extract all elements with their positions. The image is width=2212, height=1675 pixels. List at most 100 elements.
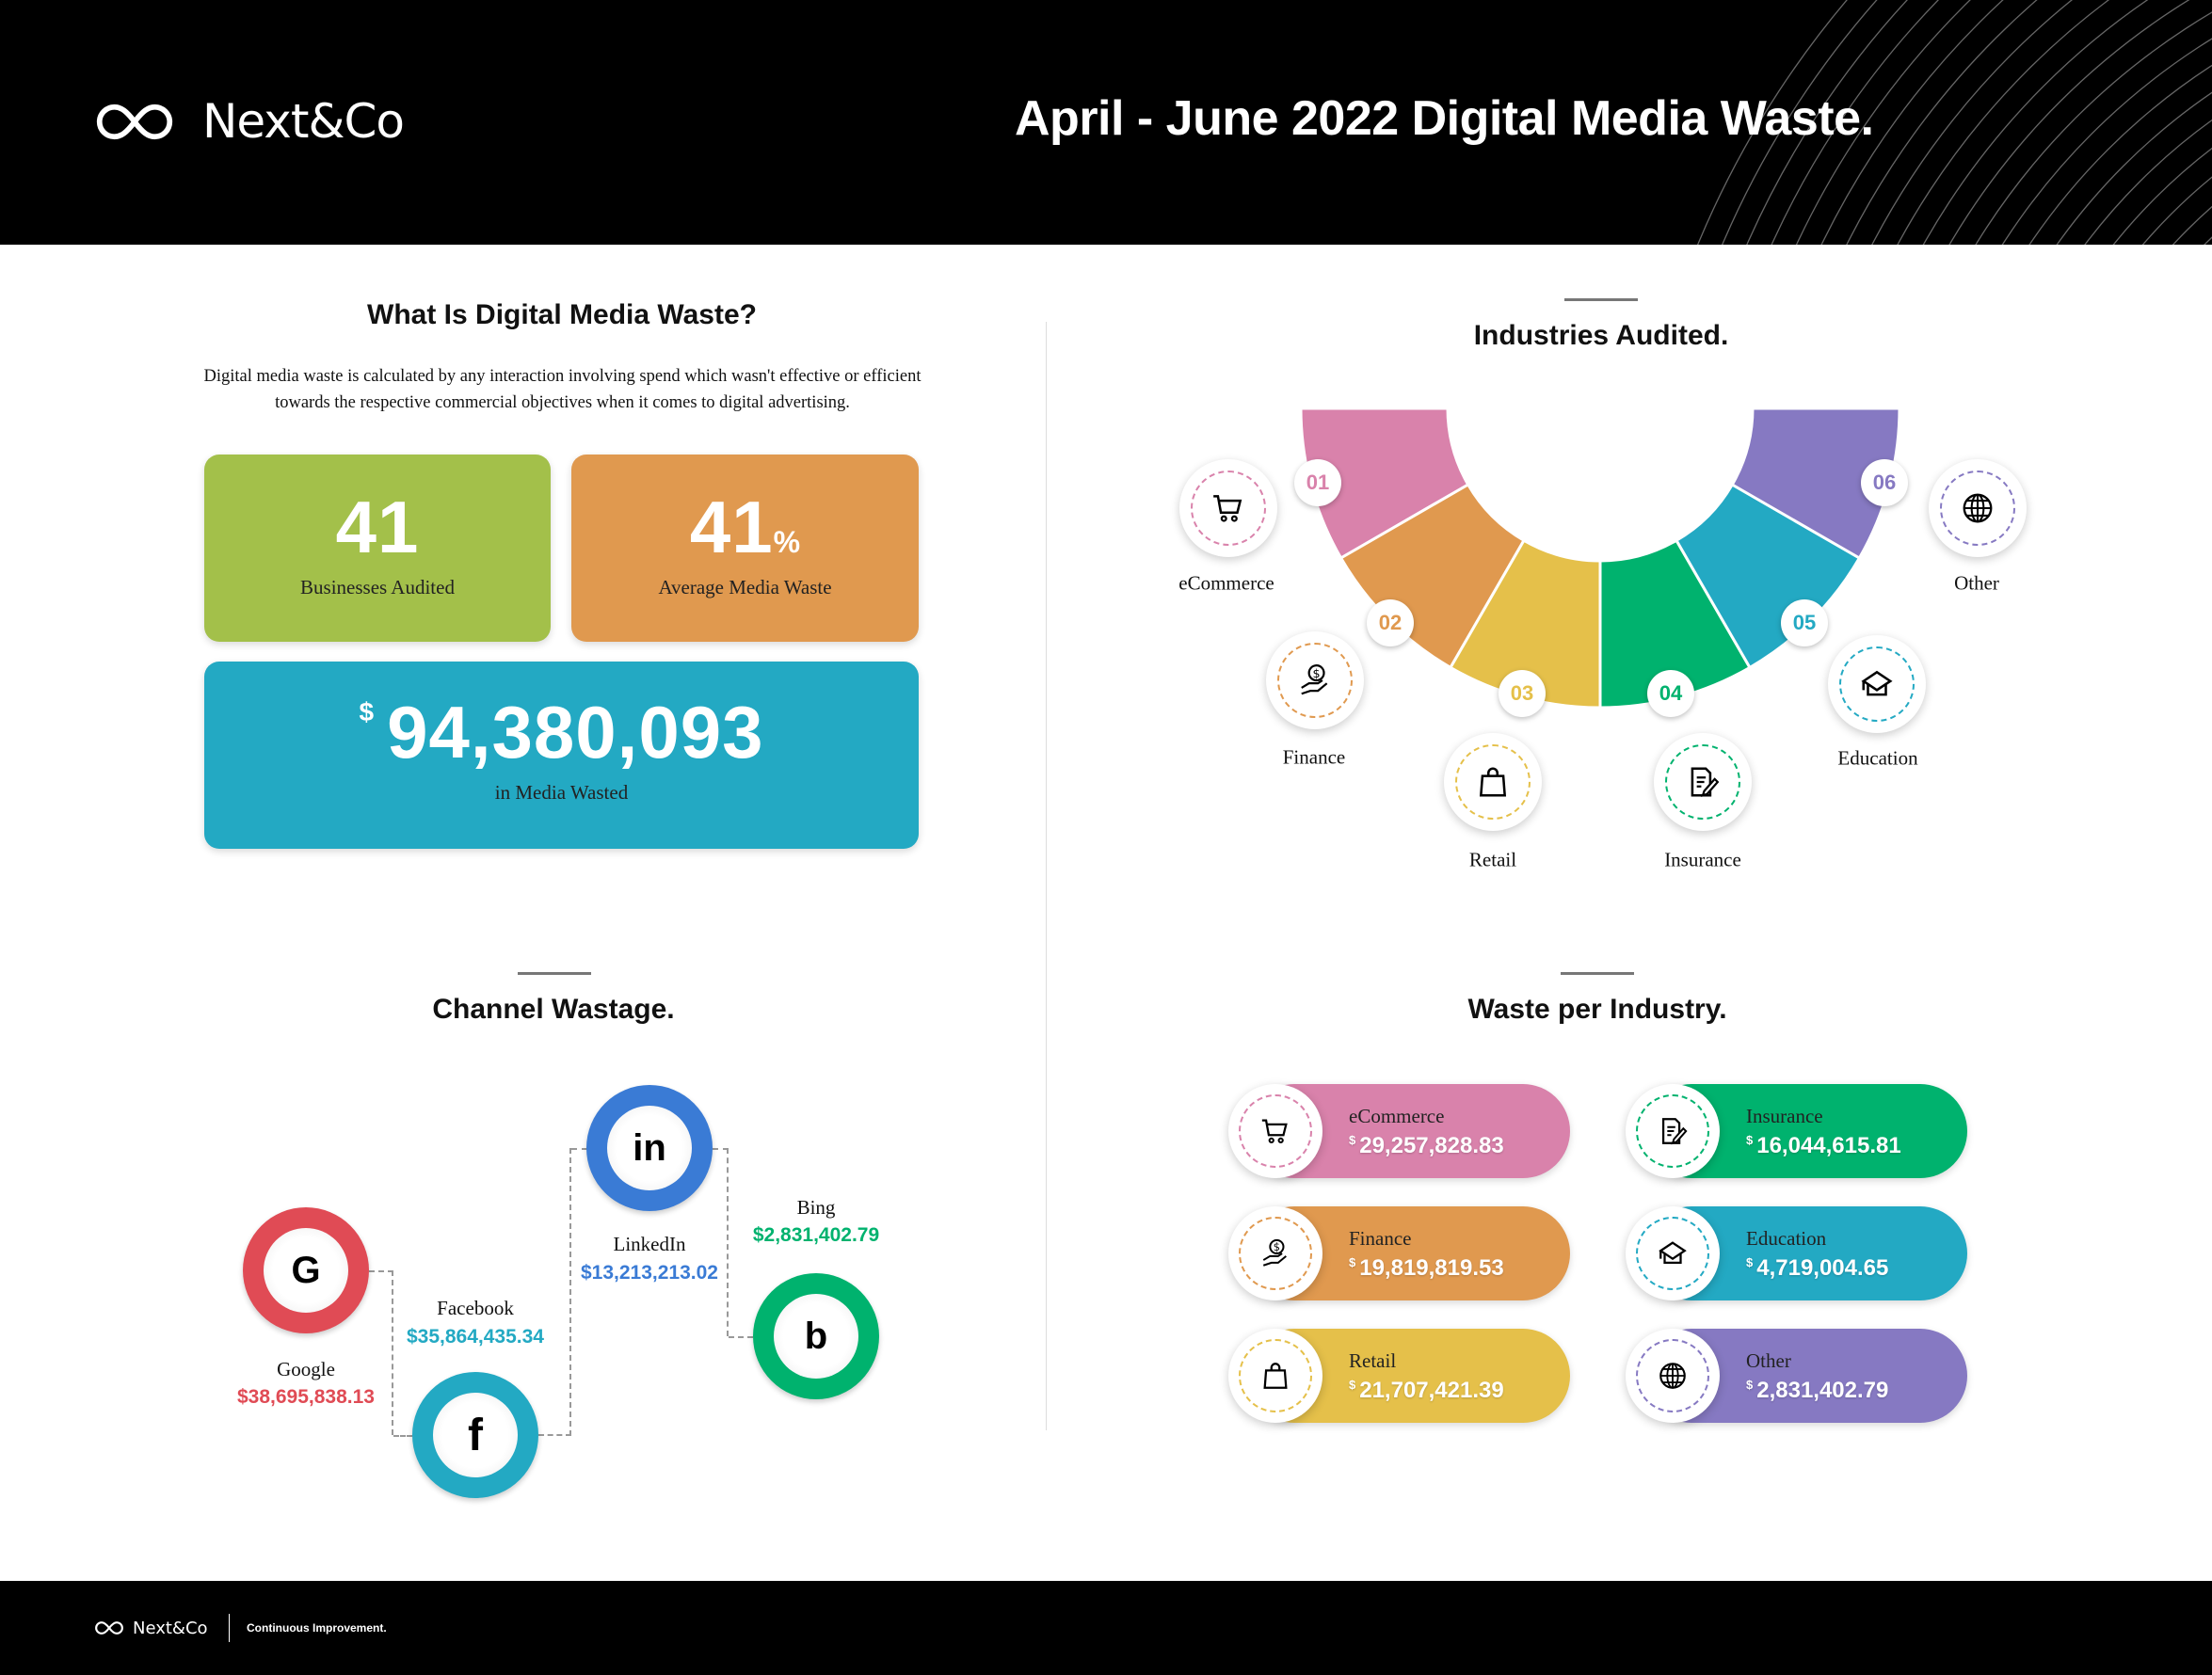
industry-number-badge: 01 — [1294, 459, 1341, 506]
bag-icon — [1259, 1360, 1291, 1392]
industry-label: Other — [1954, 571, 1999, 595]
footer-logo-icon — [94, 1620, 124, 1635]
stat-card-businesses: 41 Businesses Audited — [204, 455, 551, 642]
waste-amount: 4,719,004.65 — [1756, 1255, 1889, 1281]
industry-number-badge: 02 — [1367, 599, 1414, 646]
waste-amount: 29,257,828.83 — [1359, 1133, 1504, 1158]
waste-industry-name: Other — [1746, 1349, 1791, 1372]
dashed-ring — [1239, 1094, 1312, 1168]
channel-name: Bing — [796, 1196, 836, 1219]
channel-name: Facebook — [437, 1297, 514, 1319]
stat-unit: % — [773, 525, 801, 559]
channel-facebook-ring: f — [412, 1372, 538, 1498]
footer-divider — [229, 1614, 230, 1642]
waste-industry-name: Insurance — [1746, 1105, 1823, 1127]
dashed-ring — [1191, 471, 1266, 546]
globe-icon — [1657, 1360, 1689, 1392]
footer-tagline: Continuous Improvement. — [247, 1621, 387, 1635]
industry-icon-circle — [1179, 459, 1277, 557]
connector-line — [369, 1270, 393, 1435]
google-icon: G — [264, 1228, 348, 1313]
facebook-icon: f — [433, 1393, 518, 1477]
industry-icon-circle — [1929, 459, 2027, 557]
footer: Next&Co Continuous Improvement. — [0, 1581, 2212, 1675]
waste-value: $4,719,004.65 — [1746, 1255, 1888, 1282]
waste-icon-circle — [1626, 1329, 1720, 1423]
stat-label: Businesses Audited — [300, 576, 455, 598]
stat-label: in Media Wasted — [494, 781, 629, 804]
column-divider — [1046, 322, 1047, 1430]
channel-value: $2,831,402.79 — [752, 1224, 880, 1246]
section-rule — [518, 972, 591, 975]
dashed-ring — [1636, 1094, 1709, 1168]
waste-value: $16,044,615.81 — [1746, 1133, 1901, 1159]
dashed-ring — [1636, 1339, 1709, 1412]
stat-card-average-waste: 41% Average Media Waste — [571, 455, 919, 642]
waste-industry-name: eCommerce — [1349, 1105, 1445, 1127]
waste-industry-name: Finance — [1349, 1227, 1412, 1250]
industry-icon-circle — [1266, 631, 1364, 729]
channel-name: Google — [277, 1358, 335, 1380]
waste-amount: 19,819,819.53 — [1359, 1255, 1504, 1281]
currency-symbol: $ — [1746, 1378, 1754, 1392]
dashed-ring — [1839, 646, 1915, 722]
currency-symbol: $ — [359, 697, 375, 726]
globe-icon — [1960, 490, 1996, 526]
industry-label: Education — [1837, 746, 1918, 770]
waste-amount: 2,831,402.79 — [1756, 1378, 1889, 1403]
waste-amount: 16,044,615.81 — [1756, 1133, 1901, 1158]
dashed-ring — [1277, 643, 1353, 718]
intro-text: Digital media waste is calculated by any… — [203, 367, 922, 412]
channel-linkedin-ring: in — [586, 1085, 713, 1211]
industries-title: Industries Audited. — [1473, 320, 1729, 351]
dashed-ring — [1239, 1339, 1312, 1412]
waste-icon-circle — [1228, 1084, 1322, 1178]
channel-bing-ring: b — [753, 1273, 879, 1399]
waste-amount: 21,707,421.39 — [1359, 1378, 1504, 1403]
dashed-ring — [1665, 744, 1740, 820]
dashed-ring — [1455, 744, 1531, 820]
stat-value: 41 — [689, 486, 774, 568]
waste-value: $21,707,421.39 — [1349, 1378, 1504, 1404]
ring-segment-other — [1730, 407, 1901, 561]
waste-value: $2,831,402.79 — [1746, 1378, 1888, 1404]
stat-card-media-wasted: $94,380,093 in Media Wasted — [204, 662, 919, 849]
brand-name: Next&Co — [202, 94, 405, 149]
waste-icon-circle — [1228, 1206, 1322, 1300]
stat-label: Average Media Waste — [658, 576, 832, 598]
industry-number-badge: 04 — [1647, 670, 1694, 717]
industry-label: Finance — [1282, 745, 1346, 769]
waste-value: $29,257,828.83 — [1349, 1133, 1504, 1159]
waste-value: $19,819,819.53 — [1349, 1255, 1504, 1282]
currency-symbol: $ — [1349, 1255, 1356, 1269]
page-title: April - June 2022 Digital Media Waste. — [1015, 91, 1874, 146]
cart-icon — [1210, 490, 1246, 526]
waste-icon-circle — [1626, 1084, 1720, 1178]
cap-icon — [1657, 1237, 1689, 1269]
industry-label: Retail — [1468, 848, 1517, 871]
industry-icon-circle — [1654, 733, 1752, 831]
section-rule — [1561, 972, 1634, 975]
document-icon — [1657, 1115, 1689, 1147]
footer-brand: Next&Co — [133, 1619, 208, 1638]
industry-number-badge: 05 — [1781, 599, 1828, 646]
connector-line — [393, 1435, 412, 1437]
channel-google-ring: G — [243, 1207, 369, 1333]
dashed-ring — [1239, 1217, 1312, 1290]
hand-dollar-icon — [1297, 662, 1333, 698]
channel-value: $35,864,435.34 — [407, 1326, 544, 1348]
waste-industry-name: Retail — [1349, 1349, 1397, 1372]
connector-line — [538, 1148, 571, 1436]
dashed-ring — [1940, 471, 2015, 546]
stat-value: 41 — [335, 486, 420, 568]
currency-symbol: $ — [1349, 1133, 1356, 1147]
currency-symbol: $ — [1349, 1378, 1356, 1392]
industry-label: Insurance — [1664, 848, 1741, 871]
connector-line — [571, 1148, 587, 1150]
waste-icon-circle — [1626, 1206, 1720, 1300]
currency-symbol: $ — [1746, 1255, 1754, 1269]
connector-line — [729, 1336, 753, 1338]
intro-title: What Is Digital Media Waste? — [367, 299, 757, 330]
industry-icon-circle — [1828, 635, 1926, 733]
